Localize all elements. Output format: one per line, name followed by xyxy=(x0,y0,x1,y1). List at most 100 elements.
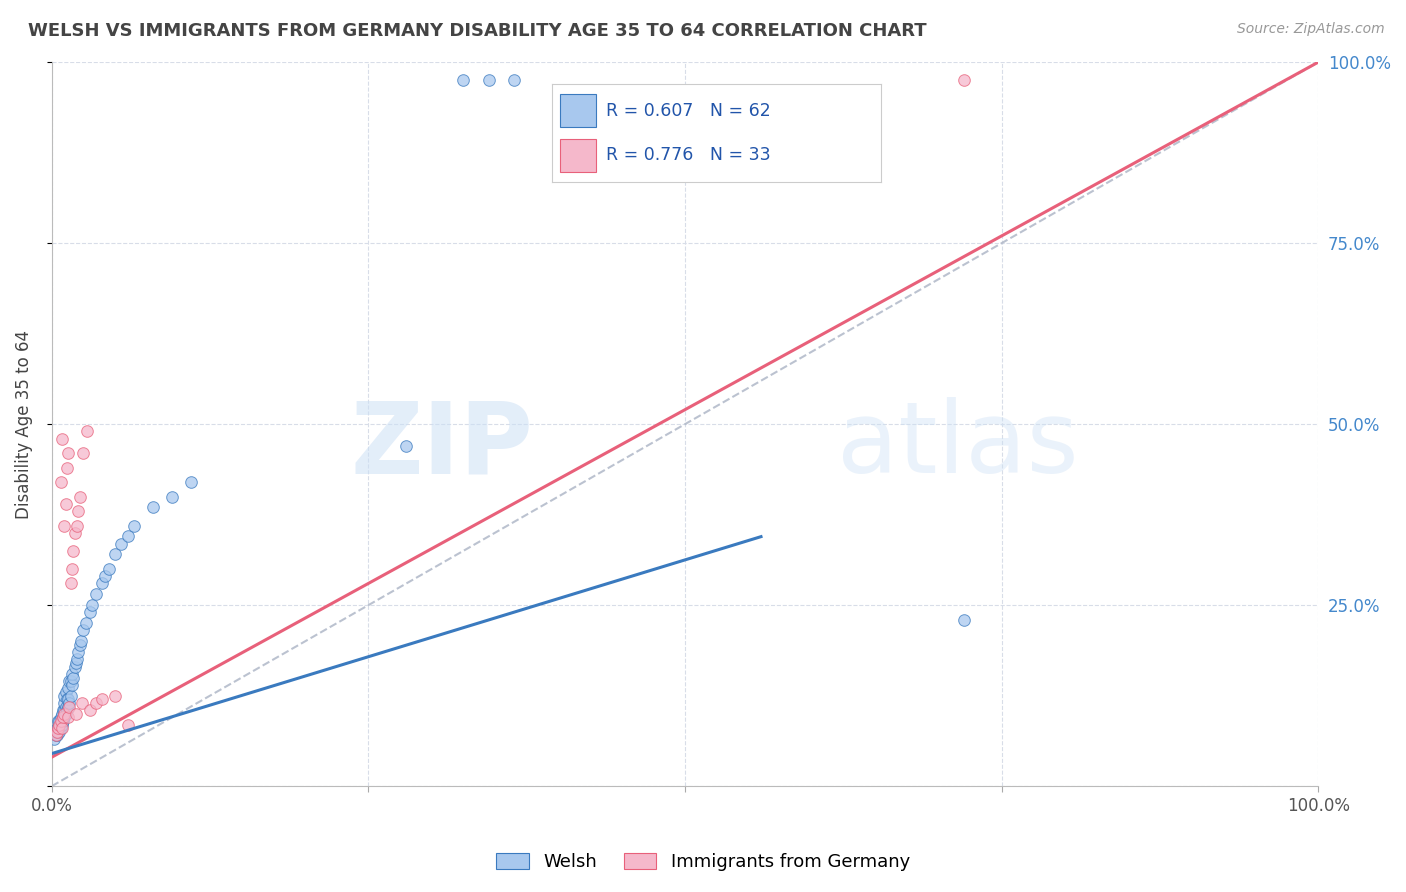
Point xyxy=(46,724,69,739)
Y-axis label: Disability Age 35 to 64: Disability Age 35 to 64 xyxy=(15,330,32,518)
Point xyxy=(952,613,974,627)
Point xyxy=(66,652,89,666)
Point xyxy=(60,678,83,692)
Point xyxy=(952,73,974,87)
Point xyxy=(53,696,76,710)
Point xyxy=(53,518,76,533)
Point xyxy=(72,624,94,638)
Point xyxy=(70,696,93,710)
Point xyxy=(91,576,114,591)
Point xyxy=(84,696,107,710)
Point xyxy=(46,714,69,728)
Point xyxy=(58,692,80,706)
Point xyxy=(75,616,97,631)
Point xyxy=(53,689,76,703)
Point xyxy=(70,634,93,648)
Point xyxy=(45,729,67,743)
Point xyxy=(59,674,82,689)
Point xyxy=(53,710,76,724)
Point xyxy=(67,504,90,518)
Point xyxy=(67,645,90,659)
Text: WELSH VS IMMIGRANTS FROM GERMANY DISABILITY AGE 35 TO 64 CORRELATION CHART: WELSH VS IMMIGRANTS FROM GERMANY DISABIL… xyxy=(28,22,927,40)
Point xyxy=(56,460,79,475)
Point xyxy=(48,724,70,739)
Point xyxy=(65,656,87,670)
Point xyxy=(79,606,101,620)
Point xyxy=(48,714,70,728)
Point xyxy=(51,717,73,731)
Text: ZIP: ZIP xyxy=(350,397,533,494)
Point xyxy=(56,692,79,706)
Point xyxy=(46,721,69,735)
Text: atlas: atlas xyxy=(837,397,1078,494)
Point xyxy=(104,548,127,562)
Text: Source: ZipAtlas.com: Source: ZipAtlas.com xyxy=(1237,22,1385,37)
Point xyxy=(55,497,77,511)
Point xyxy=(63,659,86,673)
Point xyxy=(51,706,73,721)
Point xyxy=(91,692,114,706)
Point xyxy=(180,475,202,489)
Point xyxy=(58,446,80,460)
Point xyxy=(62,671,84,685)
Point xyxy=(49,475,72,489)
Point xyxy=(62,544,84,558)
Point xyxy=(69,490,91,504)
Point xyxy=(51,714,73,728)
Point xyxy=(82,598,104,612)
Point xyxy=(52,710,75,724)
Point xyxy=(51,432,73,446)
Point xyxy=(48,717,70,731)
Point xyxy=(45,729,67,743)
Point xyxy=(55,685,77,699)
Point xyxy=(55,706,77,721)
Point xyxy=(76,425,98,439)
Point xyxy=(58,696,80,710)
Point xyxy=(45,724,67,739)
Point xyxy=(104,689,127,703)
Point xyxy=(55,699,77,714)
Point xyxy=(65,706,87,721)
Point xyxy=(110,536,132,550)
Point xyxy=(56,703,79,717)
Point xyxy=(503,73,526,87)
Point xyxy=(53,703,76,717)
Point xyxy=(46,721,69,735)
Point xyxy=(79,703,101,717)
Point xyxy=(44,732,66,747)
Point xyxy=(160,490,183,504)
Point xyxy=(117,529,139,543)
Point xyxy=(49,710,72,724)
Point xyxy=(63,525,86,540)
Point xyxy=(117,717,139,731)
Point xyxy=(49,717,72,731)
Point xyxy=(395,439,418,453)
Legend: Welsh, Immigrants from Germany: Welsh, Immigrants from Germany xyxy=(489,846,917,879)
Point xyxy=(59,576,82,591)
Point xyxy=(58,699,80,714)
Point xyxy=(453,73,475,87)
Point xyxy=(45,721,67,735)
Point xyxy=(52,710,75,724)
Point xyxy=(72,446,94,460)
Point xyxy=(122,518,145,533)
Point xyxy=(59,689,82,703)
Point xyxy=(66,518,89,533)
Point xyxy=(49,721,72,735)
Point xyxy=(142,500,165,515)
Point xyxy=(48,721,70,735)
Point xyxy=(45,729,67,743)
Point xyxy=(53,706,76,721)
Point xyxy=(52,703,75,717)
Point xyxy=(478,73,501,87)
Point xyxy=(69,638,91,652)
Point xyxy=(58,699,80,714)
Point xyxy=(60,667,83,681)
Point xyxy=(52,714,75,728)
Point xyxy=(51,721,73,735)
Point xyxy=(58,681,80,696)
Point xyxy=(84,587,107,601)
Point xyxy=(94,569,117,583)
Point xyxy=(45,724,67,739)
Point xyxy=(58,674,80,689)
